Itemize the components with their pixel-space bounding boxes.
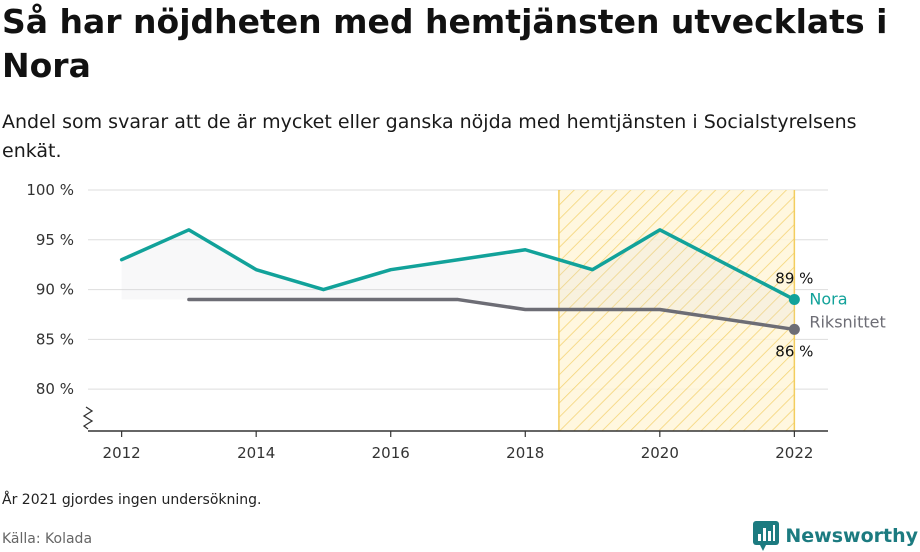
x-tick-label: 2022 (775, 444, 813, 462)
x-tick-label: 2012 (103, 444, 141, 462)
footnote: År 2021 gjordes ingen undersökning. (2, 492, 262, 508)
series-label-riks: Riksnittet (809, 312, 885, 331)
series-line-riksnittet (187, 297, 797, 332)
series-line-nora (119, 228, 797, 302)
line-chart: 80 % 85 % 90 % 95 % 100 % 2012 2014 2016 2018 202… (26, 181, 885, 462)
end-value-label-nora: 89 % (775, 270, 813, 288)
end-point-nora (788, 294, 800, 306)
chart-labels: 89 % 86 % Nora Riksnittet (775, 270, 885, 361)
series-label-nora: Nora (809, 290, 847, 309)
y-tick-label: 95 % (36, 231, 74, 249)
y-tick-label: 90 % (36, 281, 74, 299)
newsworthy-logo-icon (753, 521, 780, 551)
y-tick-label: 85 % (36, 330, 74, 348)
end-value-label-riks: 86 % (775, 342, 813, 360)
difference-area (121, 229, 795, 330)
end-point-riksnittet (788, 323, 800, 335)
y-tick-label: 80 % (36, 380, 74, 398)
chart-title: Så har nöjdheten med hemtjänsten utveckl… (2, 2, 888, 85)
brand-logo: Newsworthy (753, 520, 918, 552)
brand-name: Newsworthy (785, 525, 918, 547)
chart-subtitle: Andel som svarar att de är mycket eller … (2, 111, 857, 162)
x-tick-label: 2016 (372, 444, 410, 462)
series-lines (119, 228, 800, 335)
x-tick-label: 2018 (506, 444, 544, 462)
y-tick-label: 100 % (26, 181, 74, 199)
x-tick-label: 2020 (641, 444, 679, 462)
x-tick-label: 2014 (237, 444, 275, 462)
difference-fill (121, 229, 795, 330)
source-text: Källa: Kolada (2, 531, 93, 547)
axis-break-icon (82, 406, 94, 430)
axes: 80 % 85 % 90 % 95 % 100 % 2012 2014 2016 2018 202… (26, 181, 828, 462)
